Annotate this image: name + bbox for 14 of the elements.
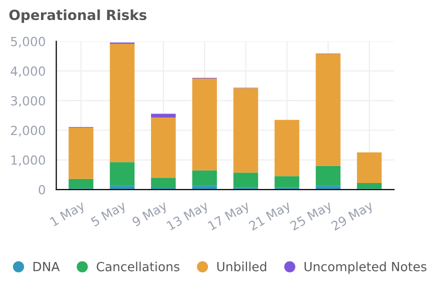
legend-label: DNA: [33, 262, 60, 272]
y-tick-label: 4,000: [10, 66, 46, 78]
x-tick-label: 5 May: [90, 200, 128, 229]
legend-label: Cancellations: [96, 262, 180, 272]
legend-label: Unbilled: [217, 262, 266, 272]
y-tick-label: 0: [38, 184, 46, 194]
x-tick-label: 1 May: [50, 200, 87, 229]
x-tick-label: 29 May: [330, 200, 376, 233]
chart-title: Operational Risks: [9, 9, 146, 23]
y-tick-label: 1,000: [11, 155, 46, 166]
y-tick-label: 5,000: [11, 36, 46, 48]
y-tick-label: 3,000: [11, 96, 46, 107]
y-tick-label: 2,000: [11, 126, 46, 136]
legend-label: Uncompleted Notes: [304, 262, 426, 274]
